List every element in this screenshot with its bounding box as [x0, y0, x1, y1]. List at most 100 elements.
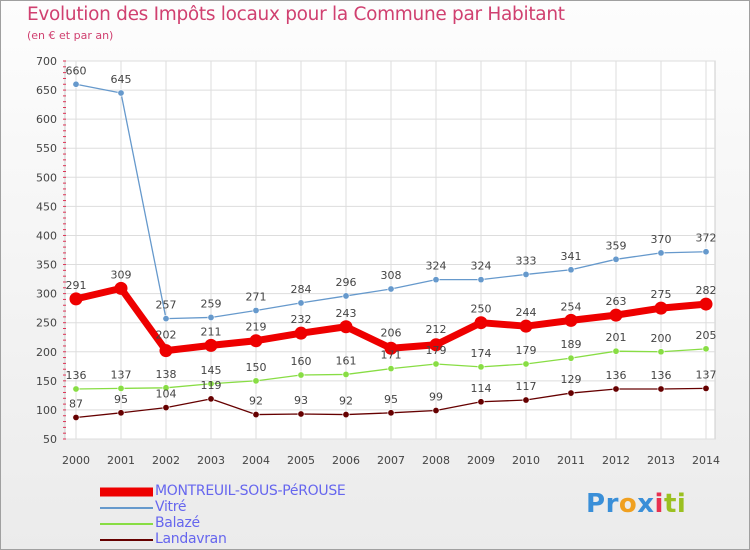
data-label: 333 [516, 254, 537, 267]
data-label: 129 [561, 373, 582, 386]
data-label: 254 [561, 300, 582, 313]
data-label: 171 [381, 349, 402, 362]
data-label: 95 [384, 393, 398, 406]
data-point [429, 338, 443, 352]
legend: MONTREUIL-SOUS-PéROUSE Vitré Balazé Land… [100, 483, 400, 548]
x-tick-label: 2005 [287, 454, 315, 467]
x-tick-label: 2008 [422, 454, 450, 467]
data-label: 341 [561, 250, 582, 263]
data-point [72, 80, 80, 88]
data-label: 359 [606, 239, 627, 252]
x-tick-label: 2006 [332, 454, 360, 467]
data-label: 201 [606, 331, 627, 344]
data-point [114, 281, 128, 295]
data-point [252, 377, 260, 385]
legend-swatch-montreuil [100, 487, 153, 497]
x-tick-label: 2011 [557, 454, 585, 467]
logo-letter: r [605, 489, 619, 519]
data-point [249, 334, 263, 348]
data-label: 660 [66, 64, 87, 77]
proxiti-logo: Proxiti [586, 489, 686, 519]
data-point [297, 299, 305, 307]
data-label: 161 [336, 354, 357, 367]
data-point [117, 89, 125, 97]
data-point [702, 345, 710, 353]
data-point [702, 248, 710, 256]
data-label: 211 [201, 325, 222, 338]
y-tick-label: 300 [36, 288, 57, 301]
data-label: 119 [201, 379, 222, 392]
legend-label-balaze: Balazé [155, 515, 200, 531]
x-tick-label: 2014 [692, 454, 720, 467]
x-tick-label: 2010 [512, 454, 540, 467]
data-point [432, 360, 440, 368]
data-point [342, 370, 350, 378]
y-tick-label: 50 [43, 433, 57, 446]
plot-area [64, 60, 716, 440]
data-label: 150 [246, 361, 267, 374]
data-label: 160 [291, 355, 312, 368]
data-point [162, 404, 170, 412]
data-point [207, 395, 215, 403]
data-point [477, 363, 485, 371]
data-label: 645 [111, 73, 132, 86]
data-point [207, 313, 215, 321]
data-point [159, 344, 173, 358]
data-label: 114 [471, 382, 492, 395]
data-point [117, 384, 125, 392]
data-point [294, 326, 308, 340]
y-tick-label: 350 [36, 259, 57, 272]
data-label: 232 [291, 313, 312, 326]
logo-letter: i [676, 489, 687, 519]
data-point [522, 360, 530, 368]
data-label: 372 [696, 232, 717, 245]
data-label: 324 [426, 260, 447, 273]
data-label: 137 [696, 368, 717, 381]
chart-title: Evolution des Impôts locaux pour la Comm… [27, 4, 565, 25]
data-label: 324 [471, 260, 492, 273]
data-point [432, 407, 440, 415]
y-tick-label: 200 [36, 346, 57, 359]
data-point [342, 411, 350, 419]
logo-letter: i [654, 489, 664, 519]
data-label: 99 [429, 391, 443, 404]
data-point [339, 320, 353, 334]
data-point [297, 410, 305, 418]
data-label: 275 [651, 288, 672, 301]
chart-subtitle: (en € et par an) [27, 29, 114, 42]
x-tick-label: 2009 [467, 454, 495, 467]
data-label: 145 [201, 364, 222, 377]
data-label: 284 [291, 283, 312, 296]
data-point [522, 270, 530, 278]
data-point [567, 389, 575, 397]
x-tick-label: 2007 [377, 454, 405, 467]
legend-label-vitre: Vitré [155, 499, 187, 515]
legend-item-balaze: Balazé [100, 515, 400, 532]
data-label: 136 [651, 369, 672, 382]
data-point [432, 276, 440, 284]
legend-item-montreuil: MONTREUIL-SOUS-PéROUSE [100, 483, 400, 500]
data-point [342, 292, 350, 300]
data-label: 250 [471, 303, 492, 316]
data-point [387, 365, 395, 373]
data-label: 205 [696, 329, 717, 342]
y-tick-label: 700 [36, 55, 57, 68]
data-label: 212 [426, 323, 447, 336]
x-tick-label: 2003 [197, 454, 225, 467]
legend-label-montreuil: MONTREUIL-SOUS-PéROUSE [155, 483, 346, 499]
data-label: 202 [156, 329, 177, 342]
data-point [162, 384, 170, 392]
data-point [474, 316, 488, 330]
data-label: 92 [339, 395, 353, 408]
y-tick-label: 600 [36, 113, 57, 126]
data-label: 136 [66, 369, 87, 382]
data-point [252, 411, 260, 419]
data-point [609, 308, 623, 322]
y-tick-label: 150 [36, 375, 57, 388]
data-point [72, 413, 80, 421]
logo-letter: x [637, 489, 655, 519]
legend-item-landavran: Landavran [100, 531, 400, 548]
data-point [567, 266, 575, 274]
data-label: 174 [471, 347, 492, 360]
